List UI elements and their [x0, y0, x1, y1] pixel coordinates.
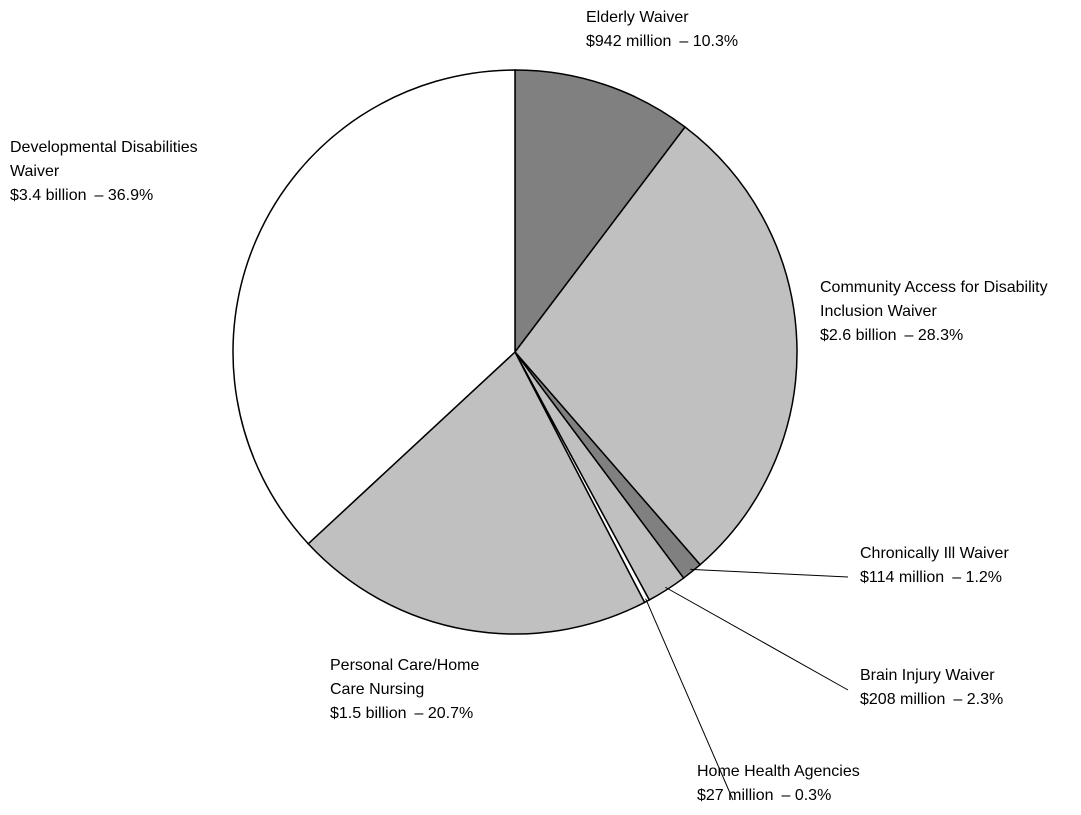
amount: $2.6 billion [820, 327, 897, 344]
value-label: – 36.9% [94, 187, 154, 204]
slice-label: Brain Injury Waiver $208 million – 2.3% [860, 664, 1080, 712]
value-label: – 1.2% [952, 569, 1003, 586]
leader-line [665, 586, 849, 691]
category-name: Brain Injury Waiver [860, 667, 995, 684]
value-label: – 20.7% [414, 705, 474, 722]
leader-line [645, 598, 734, 801]
amount: $942 million [586, 33, 672, 50]
category-name: Personal Care/Home Care Nursing [330, 657, 480, 698]
value-label: – 10.3% [679, 33, 739, 50]
amount-line: $942 million – 10.3% [586, 30, 806, 54]
category-name: Home Health Agencies [697, 763, 860, 780]
pie-slice [232, 69, 516, 545]
amount: $27 million [697, 787, 774, 804]
slice-label: Developmental Disabilities Waiver $3.4 bi… [10, 136, 240, 208]
slice-label: Elderly Waiver $942 million – 10.3% [586, 6, 806, 54]
amount-line: $2.6 billion – 28.3% [820, 324, 1060, 348]
amount: $3.4 billion [10, 187, 87, 204]
pie-slice [514, 125, 798, 566]
slice-label: Personal Care/Home Care Nursing $1.5 bill… [330, 654, 500, 726]
value-label: – 2.3% [953, 691, 1004, 708]
amount-line: $1.5 billion – 20.7% [330, 702, 500, 726]
pie-slice [514, 69, 687, 355]
category-name: Chronically Ill Waiver [860, 545, 1009, 562]
slice-label: Chronically Ill Waiver $114 million – 1.2% [860, 542, 1080, 590]
category-name: Elderly Waiver [586, 9, 689, 26]
category-name: Community Access for Disability Inclusio… [820, 279, 1048, 320]
amount-line: $3.4 billion – 36.9% [10, 184, 240, 208]
amount: $114 million [860, 569, 945, 586]
amount: $1.5 billion [330, 705, 407, 722]
amount-line: $208 million – 2.3% [860, 688, 1080, 712]
slice-label: Home Health Agencies $27 million – 0.3% [697, 760, 937, 808]
amount-line: $27 million – 0.3% [697, 784, 937, 808]
value-label: – 0.3% [781, 787, 832, 804]
amount-line: $114 million – 1.2% [860, 566, 1080, 590]
amount: $208 million [860, 691, 946, 708]
category-name: Developmental Disabilities Waiver [10, 139, 198, 180]
pie-slice [307, 350, 646, 635]
value-label: – 28.3% [904, 327, 964, 344]
slice-label: Community Access for Disability Inclusio… [820, 276, 1060, 348]
leader-line [690, 568, 849, 578]
